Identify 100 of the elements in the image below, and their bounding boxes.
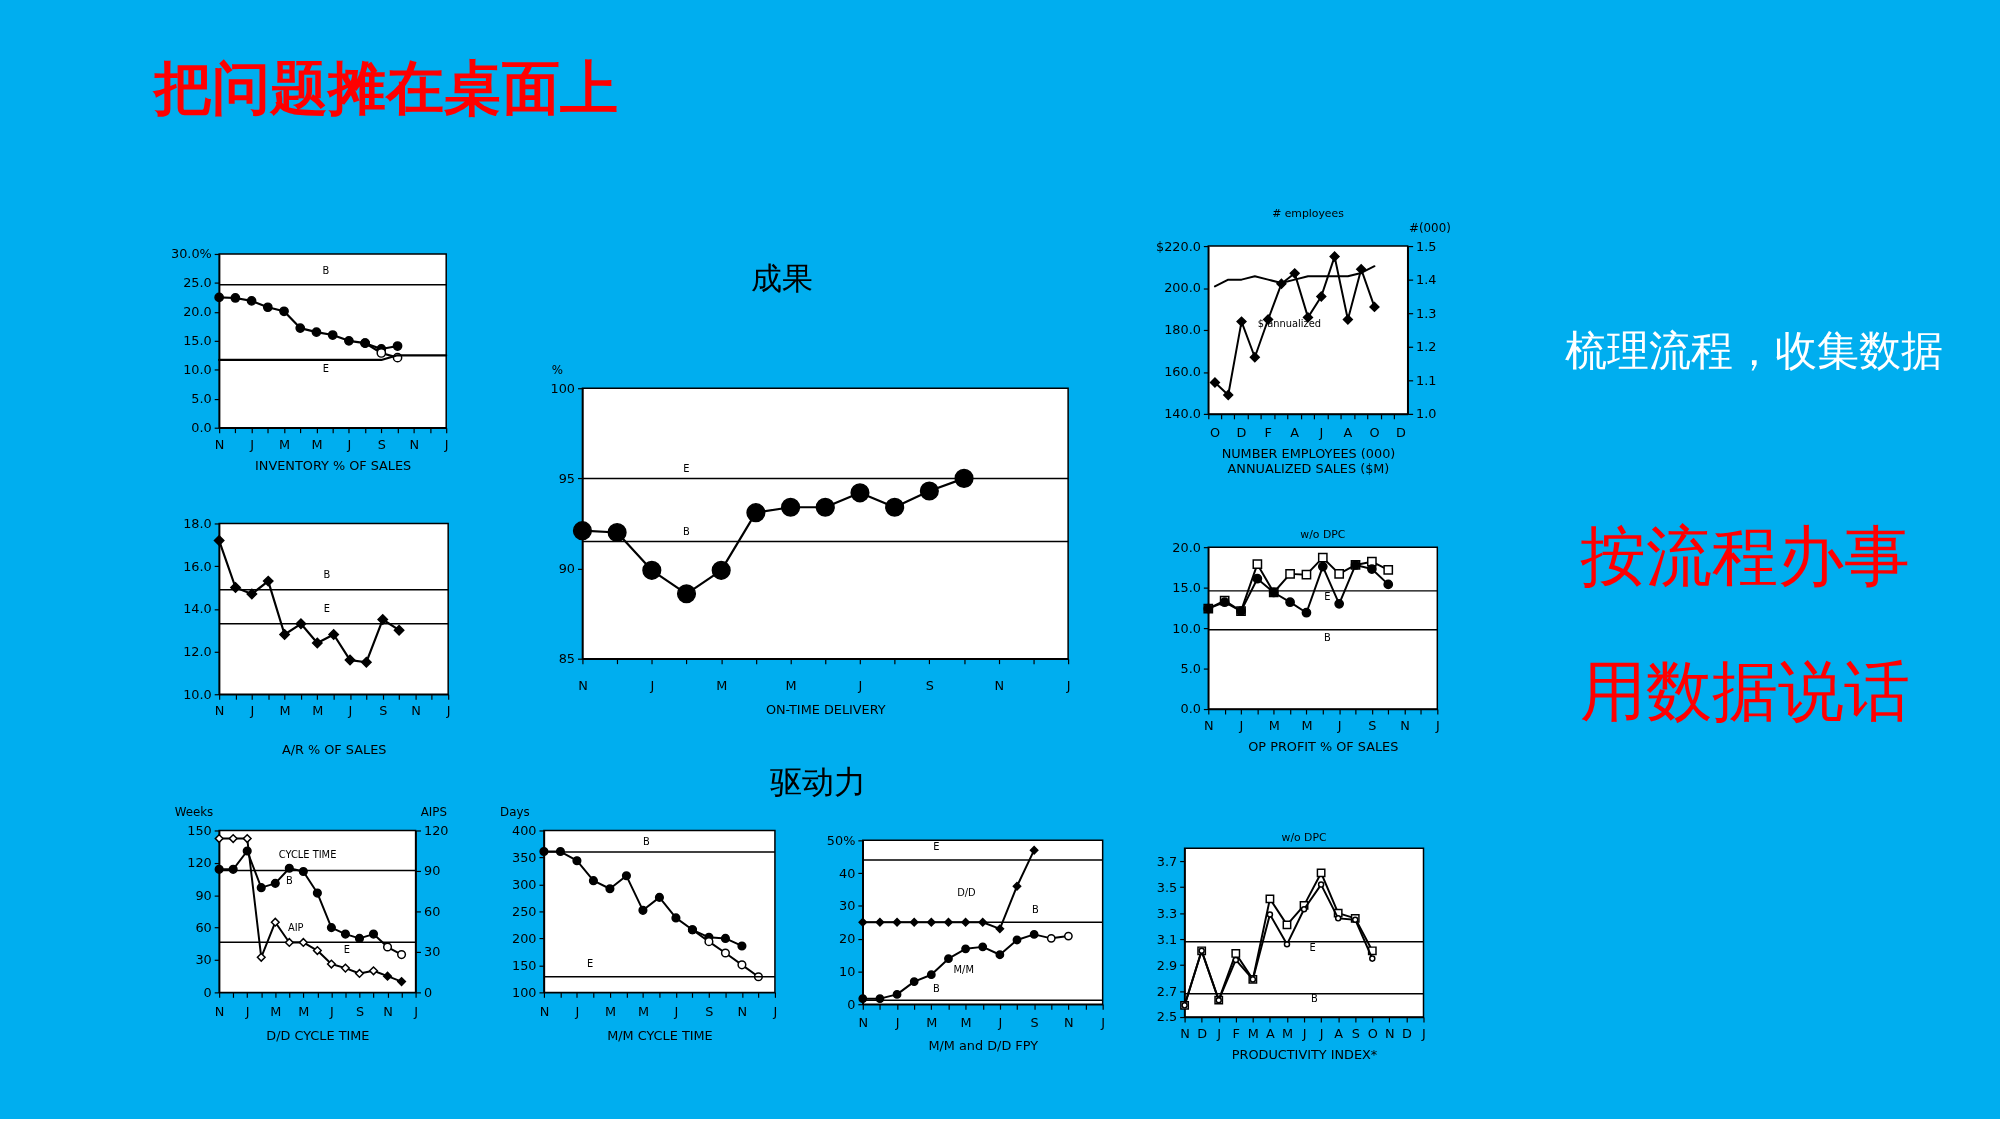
ref-line-label: E [1324, 590, 1331, 602]
y2-tick-label: 1.2 [1416, 339, 1437, 355]
y-tick-label: 100 [512, 984, 537, 1000]
text: D/D [957, 886, 977, 898]
y-tick-label: 15.0 [183, 333, 212, 349]
y2-tick-label: 1.1 [1416, 372, 1437, 388]
y-axis-title: Weeks [174, 805, 214, 820]
x-axis-title: D/D CYCLE TIME [266, 1028, 370, 1044]
chart-title: w/o DPC [1281, 831, 1327, 845]
y-tick-label: 150 [512, 957, 537, 973]
ref-line-label: E [1309, 942, 1316, 954]
ref-line-label: B [1324, 631, 1331, 643]
y-tick-label: 95 [558, 470, 576, 486]
x-tick-label: A [1334, 1026, 1344, 1042]
y-tick-label: 0.0 [191, 420, 212, 436]
y-tick-label: 2.7 [1156, 983, 1178, 999]
ref-line-label: B [682, 526, 690, 538]
x-tick-label: J [574, 1003, 580, 1019]
x-tick-label: S [1368, 718, 1377, 734]
x-tick-label: M [311, 436, 323, 452]
y-tick-label: 0.0 [1180, 701, 1201, 717]
ref-line-label: B [1310, 992, 1318, 1004]
y-tick-label: 90 [195, 887, 212, 903]
ref-line-label: B [323, 568, 331, 580]
x-tick-label: J [1318, 1026, 1324, 1042]
x-tick-label: N [383, 1003, 393, 1019]
y-tick-label: 200 [512, 930, 537, 946]
x-tick-label: N [539, 1003, 550, 1019]
ref-line-label: E [587, 957, 594, 969]
y-tick-label: 150 [187, 822, 212, 838]
x-tick-label: F [1232, 1026, 1240, 1042]
y-tick-label: $220.0 [1156, 238, 1201, 254]
x-tick-label: O [1369, 425, 1380, 441]
x-tick-label: J [857, 677, 863, 693]
x-tick-label: M [1247, 1026, 1259, 1042]
x-tick-label: D [1396, 425, 1407, 441]
text: 按流程办事 [1580, 517, 1911, 595]
y-tick-label: 5.0 [1180, 661, 1201, 677]
y-tick-label: 18.0 [183, 515, 212, 531]
x-tick-label: J [329, 1003, 334, 1019]
x-tick-label: N [214, 703, 225, 719]
x-tick-label: O [1209, 425, 1220, 441]
ref-line-label: B [933, 983, 941, 995]
y-tick-label: 90 [558, 560, 576, 576]
x-axis-title: OP PROFIT % OF SALES [1248, 739, 1399, 755]
y-tick-label: 30 [839, 898, 856, 914]
y-tick-label: 10.0 [183, 686, 212, 702]
y2-tick-label: 120 [423, 822, 449, 838]
x-tick-label: M [278, 436, 291, 452]
y-tick-label: 60 [195, 920, 212, 936]
x-tick-label: N [1385, 1026, 1395, 1042]
x-tick-label: M [637, 1003, 649, 1019]
x-tick-label: N [737, 1003, 748, 1019]
x-tick-label: S [1351, 1026, 1360, 1042]
y-tick-label: 25.0 [183, 275, 212, 291]
y2-tick-label: 90 [423, 863, 441, 879]
y-tick-label: 16.0 [183, 558, 212, 574]
x-tick-label: J [894, 1015, 900, 1031]
y-tick-label: 10.0 [1172, 620, 1201, 636]
y-axis-title: % [551, 362, 563, 377]
x-tick-label: J [1100, 1015, 1106, 1031]
x-tick-label: J [249, 703, 255, 719]
y-tick-label: 2.5 [1156, 1009, 1178, 1025]
y2-tick-label: 0 [423, 984, 433, 1000]
y2-tick-label: 30 [423, 944, 441, 960]
y-tick-label: 10.0 [183, 362, 212, 378]
x-tick-label: J [1216, 1026, 1222, 1042]
y-tick-label: 3.1 [1156, 931, 1178, 947]
x-axis-title: INVENTORY % OF SALES [255, 457, 412, 473]
x-tick-label: M [716, 677, 728, 693]
y-tick-label: 20.0 [183, 304, 212, 320]
x-axis-title: M/M and D/D FPY [928, 1038, 1039, 1054]
y-tick-label: 30.0% [170, 246, 212, 262]
x-axis-title: NUMBER EMPLOYEES (000) ANNUALIZED SALES ($M) [1221, 445, 1396, 476]
x-tick-label: N [1203, 718, 1214, 734]
x-axis-title: A/R % OF SALES [281, 741, 387, 757]
x-tick-label: A [1290, 425, 1300, 441]
ref-line-label: E [683, 463, 690, 475]
x-tick-label: M [785, 677, 797, 693]
x-tick-label: S [705, 1003, 714, 1019]
y-tick-label: 100 [550, 380, 576, 396]
x-tick-label: M [270, 1003, 282, 1019]
x-tick-label: J [1318, 425, 1324, 441]
y-tick-label: 400 [512, 822, 537, 838]
y-tick-label: 20 [839, 931, 856, 947]
x-tick-label: J [1421, 1026, 1426, 1042]
x-tick-label: J [649, 677, 655, 693]
x-tick-label: J [997, 1015, 1003, 1031]
x-axis-title: M/M CYCLE TIME [607, 1028, 713, 1044]
y-tick-label: 300 [512, 876, 537, 892]
y-tick-label: 120 [187, 855, 212, 871]
x-tick-label: J [1336, 718, 1342, 734]
x-tick-label: J [443, 436, 449, 452]
x-tick-label: N [1180, 1026, 1190, 1042]
series-label: M/M [953, 963, 974, 975]
series-label: CYCLE TIME [278, 848, 337, 860]
x-tick-label: S [379, 703, 388, 719]
x-tick-label: J [1434, 718, 1440, 734]
ref-line-label: E [343, 944, 350, 956]
y2-axis-title: AIPS [420, 805, 447, 820]
